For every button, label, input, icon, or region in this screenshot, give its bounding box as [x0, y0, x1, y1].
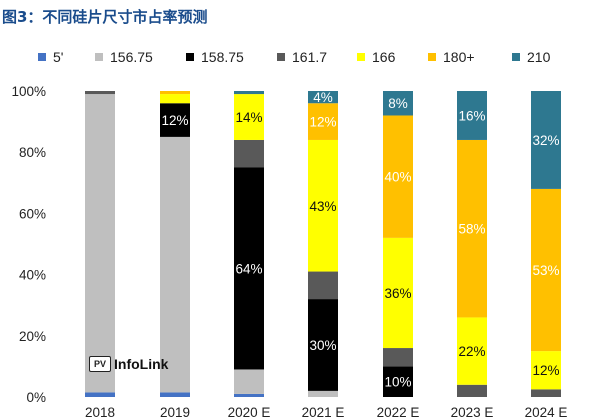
data-label: 22%: [458, 344, 485, 359]
bars: [85, 91, 561, 397]
chart-title: 图3：不同硅片尺寸市占率预测: [2, 8, 208, 26]
x-tick-label: 2021 E: [302, 405, 345, 420]
y-tick-label: 0%: [26, 390, 46, 405]
x-tick-label: 2023 E: [451, 405, 494, 420]
legend-swatch: [95, 53, 103, 61]
bar-segment: [85, 392, 115, 397]
data-label: 58%: [458, 222, 485, 237]
bar-segment: [383, 366, 413, 397]
legend: 5' 156.75 158.75 161.7 166 180+ 210: [38, 49, 551, 65]
legend-swatch: [357, 53, 365, 61]
legend-swatch: [186, 53, 194, 61]
bar-segment: [457, 384, 487, 397]
bar-segment: [308, 91, 338, 104]
x-axis: 2018 2019 2020 E 2021 E 2022 E 2023 E 2024 E: [85, 405, 567, 420]
bar-segment: [383, 91, 413, 116]
y-tick-label: 100%: [11, 84, 46, 99]
bar-segment: [234, 139, 264, 168]
bar-segment: [160, 94, 190, 104]
bar-segment: [383, 348, 413, 367]
bar-segment: [85, 91, 115, 95]
bar-segment: [383, 237, 413, 349]
legend-swatch: [38, 53, 46, 61]
x-tick-label: 2024 E: [525, 405, 568, 420]
bar-segment: [531, 91, 561, 189]
bar-segment: [308, 103, 338, 140]
legend-label: 210: [527, 49, 551, 65]
bar-segment: [308, 299, 338, 391]
bar-segment: [457, 139, 487, 318]
data-labels: 12% 64% 14% 30% 43% 12% 4% 10% 36% 40% 8% 22% 58% 16%…: [161, 90, 559, 390]
bar-segment: [383, 115, 413, 238]
bar-segment: [308, 271, 338, 300]
legend-label: 5': [53, 49, 63, 65]
x-tick-label: 2018: [85, 405, 115, 420]
data-label: 43%: [309, 199, 336, 214]
legend-swatch: [512, 53, 520, 61]
legend-swatch: [428, 53, 436, 61]
data-label: 8%: [388, 96, 408, 111]
pv-logo-icon: PV: [89, 356, 111, 372]
bar-segment: [160, 136, 190, 393]
bar-segment: [85, 94, 115, 393]
watermark-text: InfoLink: [114, 356, 169, 372]
bar-segment: [160, 103, 190, 137]
data-label: 64%: [235, 261, 262, 276]
x-tick-label: 2022 E: [377, 405, 420, 420]
y-axis: 0% 20% 40% 60% 80% 100%: [11, 84, 46, 405]
bar-segment: [234, 91, 264, 95]
data-label: 53%: [532, 263, 559, 278]
y-tick-label: 80%: [19, 145, 46, 160]
bar-segment: [457, 91, 487, 140]
bar-segment: [531, 351, 561, 390]
bar-segment: [308, 139, 338, 272]
data-label: 14%: [235, 110, 262, 125]
legend-label: 156.75: [110, 49, 153, 65]
bar-segment: [234, 393, 264, 397]
bar-segment: [308, 390, 338, 397]
infolink-watermark: PV InfoLink: [89, 356, 168, 372]
data-label: 16%: [458, 108, 485, 123]
bar-segment: [234, 167, 264, 370]
x-tick-label: 2020 E: [228, 405, 271, 420]
data-label: 12%: [309, 115, 336, 130]
legend-label: 158.75: [201, 49, 244, 65]
data-label: 40%: [384, 170, 411, 185]
y-tick-label: 40%: [19, 268, 46, 283]
data-label: 12%: [161, 113, 188, 128]
data-label: 10%: [384, 375, 411, 390]
bar-segment: [160, 91, 190, 95]
data-label: 12%: [532, 363, 559, 378]
y-tick-label: 20%: [19, 329, 46, 344]
bar-segment: [457, 317, 487, 385]
x-tick-label: 2019: [160, 405, 190, 420]
data-label: 32%: [532, 133, 559, 148]
data-label: 30%: [309, 338, 336, 353]
legend-label: 161.7: [292, 49, 327, 65]
data-label: 36%: [384, 286, 411, 301]
bar-segment: [234, 369, 264, 394]
legend-label: 180+: [443, 49, 475, 65]
bar-segment: [531, 188, 561, 352]
bar-segment: [531, 389, 561, 397]
bar-segment: [160, 392, 190, 397]
data-label: 4%: [313, 90, 333, 105]
legend-swatch: [277, 53, 285, 61]
legend-label: 166: [372, 49, 396, 65]
y-tick-label: 60%: [19, 206, 46, 221]
bar-segment: [234, 94, 264, 140]
